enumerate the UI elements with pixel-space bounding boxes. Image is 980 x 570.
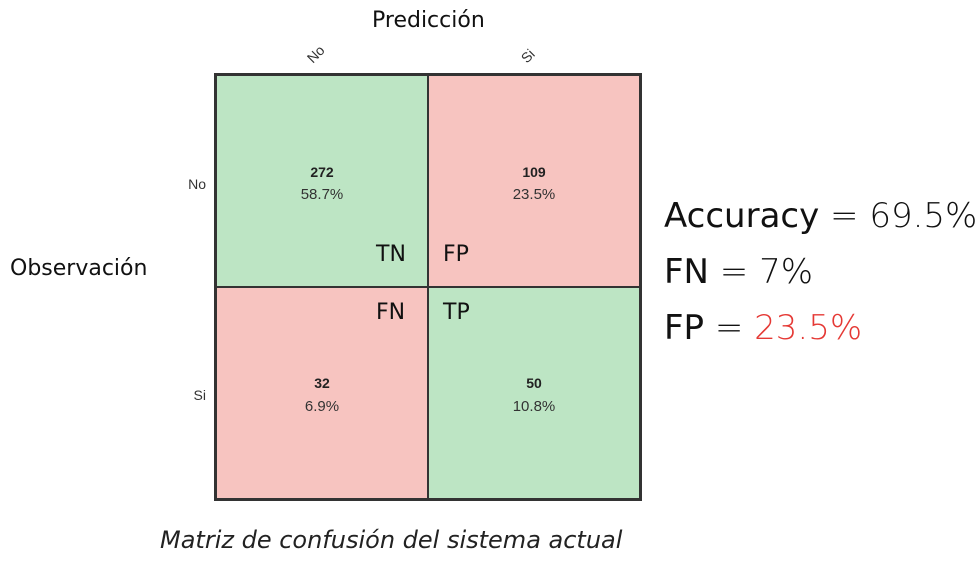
cell-count: 109 <box>522 164 546 180</box>
cell-percent: 23.5% <box>512 186 556 203</box>
metric-fn: FN = 7% <box>664 252 813 292</box>
metric-equals: = <box>819 196 870 236</box>
label-fp: FP <box>443 242 469 267</box>
cell-count: 32 <box>314 375 330 391</box>
cell-false-positive: 109 23.5% <box>428 75 640 287</box>
label-tn: TN <box>376 242 406 267</box>
cell-percent: 58.7% <box>300 186 344 203</box>
x-tick-label-no: No <box>303 42 328 66</box>
y-tick-label-no: No <box>188 176 206 192</box>
cell-count: 272 <box>310 164 334 180</box>
metric-value-highlight: 23.5% <box>754 308 863 348</box>
metric-name: FN <box>664 252 709 292</box>
cell-count: 50 <box>526 375 542 391</box>
cell-true-negative: 272 58.7% <box>216 75 428 287</box>
cell-percent: 10.8% <box>512 398 556 415</box>
y-tick-label-si: Si <box>193 387 206 403</box>
x-axis-title: Predicción <box>372 8 485 33</box>
metric-value: 7% <box>759 252 814 292</box>
confusion-matrix: 272 58.7% 109 23.5% 32 6.9% 50 10.8% <box>214 73 642 501</box>
label-tp: TP <box>443 300 470 325</box>
label-fn: FN <box>376 300 406 325</box>
figure-caption: Matriz de confusión del sistema actual <box>160 526 623 554</box>
metric-fp: FP = 23.5% <box>664 308 862 348</box>
metric-name: Accuracy <box>664 196 820 236</box>
y-axis-title: Observación <box>10 256 148 281</box>
metric-accuracy: Accuracy = 69.5% <box>664 196 977 236</box>
metric-value: 69.5% <box>869 196 978 236</box>
metric-equals: = <box>704 308 755 348</box>
metric-equals: = <box>709 252 760 292</box>
cell-true-positive: 50 10.8% <box>428 287 640 499</box>
metric-name: FP <box>664 308 705 348</box>
cell-percent: 6.9% <box>304 398 340 415</box>
cell-false-negative: 32 6.9% <box>216 287 428 499</box>
x-tick-label-si: Si <box>517 45 538 66</box>
